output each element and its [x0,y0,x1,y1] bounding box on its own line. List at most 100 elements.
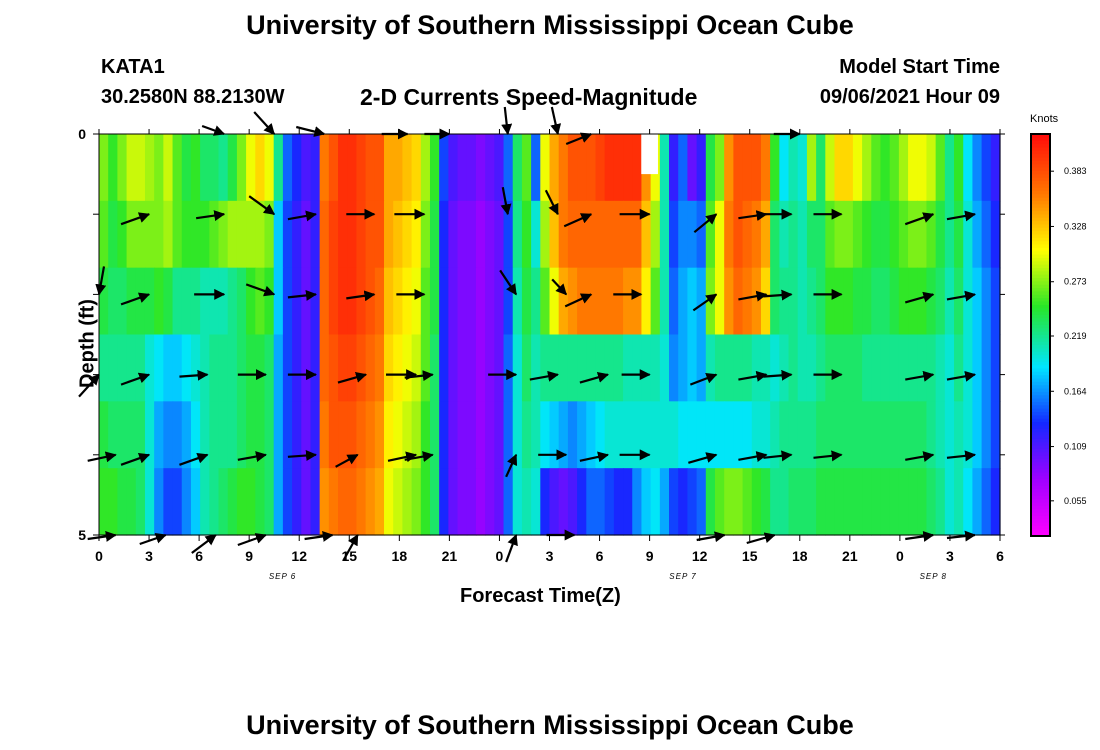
heatmap-cell [246,200,256,269]
colorbar-swatch [1031,227,1050,232]
heatmap-cell [540,200,551,269]
heatmap-cell [613,267,624,336]
colorbar-swatch [1031,505,1050,510]
heatmap-cell [687,334,698,402]
colorbar-swatch [1031,170,1050,175]
heatmap-cell [742,401,753,469]
colorbar-swatch [1031,385,1050,390]
heatmap-cell [246,468,256,536]
heatmap-cell [577,334,587,402]
colorbar-swatch [1031,355,1050,360]
model-start-label: Model Start Time [839,56,1000,78]
heatmap-cell [209,401,220,469]
heatmap-cell [669,134,679,202]
heatmap-cell [954,334,964,402]
heatmap-cell [926,267,937,336]
colorbar-swatch [1031,519,1050,524]
heatmap-cell [623,200,633,269]
heatmap-cell [558,267,569,336]
heatmap-cell [190,401,201,469]
heatmap-cell [623,468,633,536]
heatmap-cell [871,267,882,336]
heatmap-cell [760,134,771,202]
colorbar-swatch [1031,194,1050,199]
heatmap-cell [181,468,192,536]
heatmap-cell [586,468,597,536]
heatmap-cell [567,468,578,536]
heatmap-cell-missing [641,134,658,175]
heatmap-cell [567,134,578,202]
heatmap-cell [531,200,541,269]
heatmap-cell [163,200,174,269]
heatmap-cell [365,334,376,402]
colorbar-swatch [1031,479,1050,483]
colorbar-swatch [1031,448,1050,453]
heatmap-cell [190,200,201,269]
heatmap-cell [586,401,597,469]
heatmap-cell [411,267,422,336]
heatmap-cell [448,334,459,402]
heatmap-cell [880,200,891,269]
current-vector-arrow [746,532,776,545]
heatmap-cell [825,200,836,269]
heatmap-cell [181,334,192,402]
heatmap-cell [779,334,790,402]
heatmap-cell [742,334,753,402]
heatmap-cell [862,401,872,469]
heatmap-cell [181,401,192,469]
heatmap-cell [935,267,946,336]
heatmap-cell [558,200,569,269]
current-vector-arrow [551,278,567,296]
colorbar-swatch [1031,154,1050,159]
heatmap-cell [292,468,302,536]
colorbar-swatch [1031,184,1050,189]
heatmap-cell [108,334,118,402]
heatmap-cell [485,134,495,202]
colorbar-swatch [1031,371,1050,376]
heatmap-cell [135,468,146,536]
heatmap-cell [328,334,339,402]
heatmap-cell [816,267,826,336]
heatmap-cell [200,468,210,536]
heatmap-cell [273,267,284,336]
heatmap-cell [770,200,780,269]
heatmap-cell [402,334,413,402]
heatmap-cell [577,468,587,536]
current-vector-arrow [287,450,318,461]
heatmap-cell [880,468,891,536]
heatmap-cell [696,200,707,269]
heatmap-cell [347,267,358,336]
heatmap-cell [99,468,109,536]
current-vector-arrow [253,111,276,135]
heatmap-cell [954,134,964,202]
heatmap-cell [475,334,486,402]
heatmap-cell [981,200,992,269]
heatmap-cell [889,401,900,469]
heatmap-cell [301,401,312,469]
x-tick-label: 6 [596,548,604,564]
heatmap-cell [273,468,284,536]
heatmap-cell [926,468,937,536]
x-tick-label: 6 [996,548,1004,564]
heatmap-cell [908,468,918,536]
colorbar-swatch [1031,254,1050,259]
heatmap-cell [531,468,541,536]
heatmap-cell [439,468,449,536]
heatmap-cell [613,134,624,202]
heatmap-cell [190,134,201,202]
heatmap-cell [567,401,578,469]
heatmap-cell [714,401,725,469]
heatmap-cell [209,267,220,336]
heatmap-cell [714,134,725,202]
colorbar-swatch [1031,495,1050,500]
heatmap-cell [181,267,192,336]
heatmap-cell [485,401,495,469]
heatmap-cell [760,468,771,536]
x-tick-label: 0 [496,548,504,564]
heatmap-cell [935,401,946,469]
heatmap-cell [705,134,716,202]
heatmap-cell [200,334,210,402]
heatmap-cell [917,134,928,202]
heatmap-cell [825,267,836,336]
